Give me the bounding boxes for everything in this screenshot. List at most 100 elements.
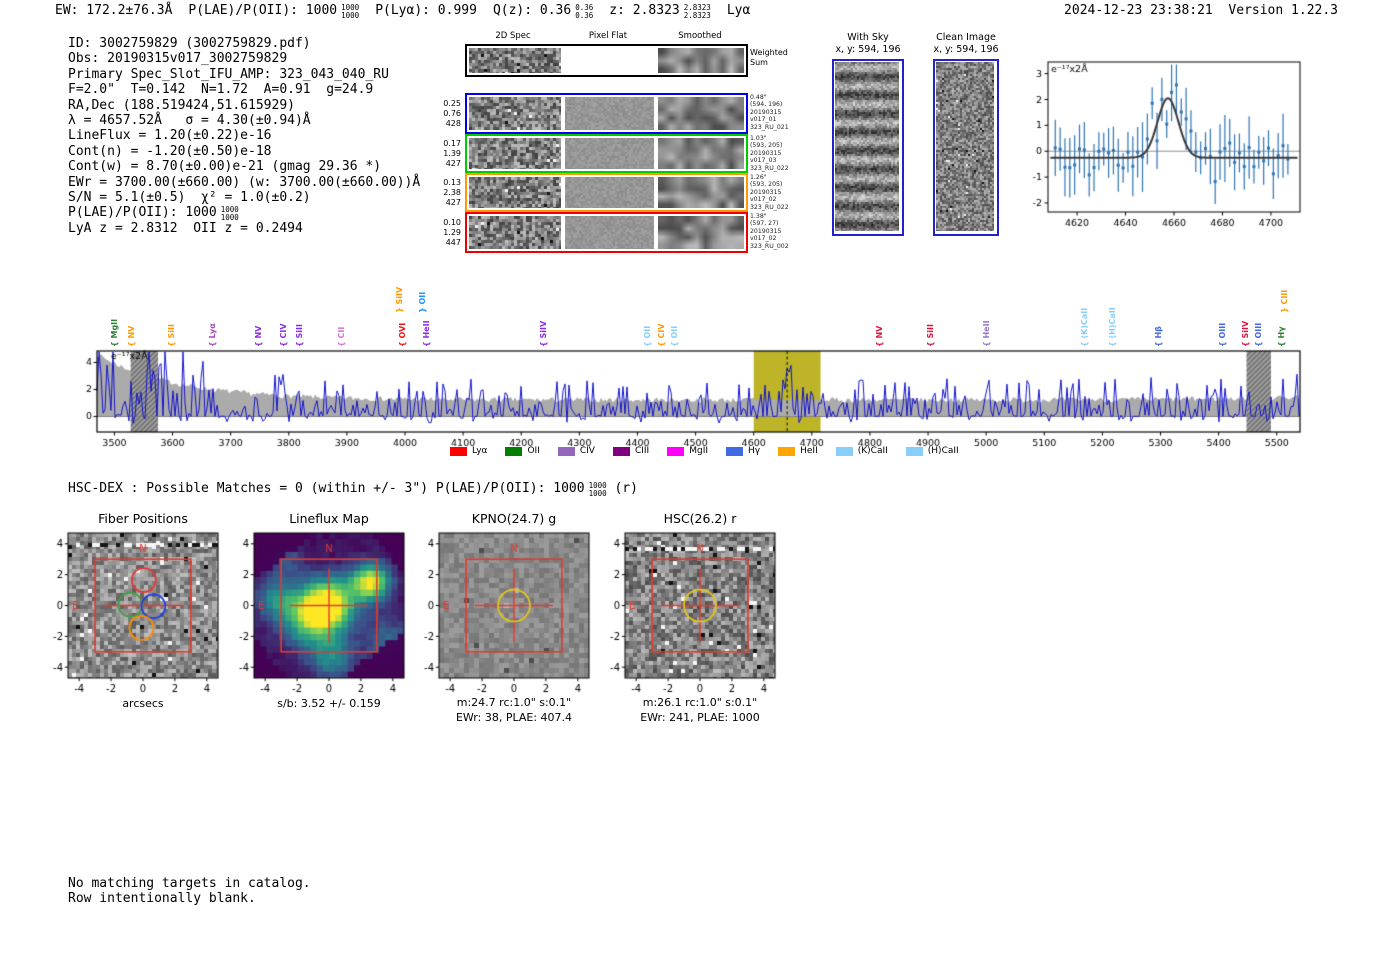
- info-line: S/N = 5.1(±0.5) χ² = 1.0(±0.2): [68, 190, 420, 205]
- text-segment: LyA z = 2.8312 OII z = 0.2494: [68, 220, 303, 236]
- fraction-value: 1000 1000: [220, 205, 239, 222]
- emission-line-marker-mgii: { MgII: [110, 318, 120, 347]
- legend-swatch: [557, 446, 575, 456]
- legend-item-ly: Lyα: [450, 446, 487, 456]
- spec2d-row-frame: [465, 134, 748, 173]
- cutout-mag-label-hsc_r_cutout: m:26.1 rc:1.0" s:0.1": [642, 696, 758, 709]
- cutout-title-lineflux_map: Lineflux Map: [289, 511, 369, 526]
- text-segment: RA,Dec (188.519424,51.615929): [68, 97, 295, 113]
- info-line: Primary Spec_Slot_IFU_AMP: 323_043_040_R…: [68, 67, 420, 82]
- spec2d-row-right-labels: 1.38" (597, 27) 20190315 v017_02 323_RU_002: [750, 213, 789, 250]
- spec2d-row-right-labels: 1.26" (593, 205) 20190315 v017_02 323_RU_022: [750, 174, 789, 211]
- catalog-match-summary: HSC-DEX : Possible Matches = 0 (within +…: [68, 481, 638, 497]
- hsc-suffix: (r): [606, 481, 638, 496]
- legend-swatch: [505, 446, 523, 456]
- spec2d-row-left-labels: 0.13 2.38 427: [443, 178, 461, 207]
- text-segment: F=2.0" T=0.142 N=1.72 A=0.91 g=24.9: [68, 82, 374, 98]
- cutout-plot-fiber_positions: [43, 525, 233, 697]
- text-segment: Q(z): 0.36: [492, 3, 572, 18]
- header-stat: P(Lyα): 0.999: [375, 3, 477, 18]
- spec2d-row-1-2dspec-image: [469, 97, 561, 130]
- spec2d-row-0-smoothed-image: [658, 48, 744, 73]
- info-line: EWr = 3700.00(±660.00) (w: 3700.00(±660.…: [68, 175, 420, 190]
- text-segment: Cont(w) = 8.70(±0.00)e-21 (gmag 29.36 *): [68, 159, 382, 175]
- spec2d-col-header: Pixel Flat: [588, 31, 628, 41]
- spec2d-row-left-labels: 0.25 0.76 428: [443, 99, 461, 128]
- info-line: P(LAE)/P(OII): 1000 1000 1000: [68, 205, 420, 222]
- legend-label: HeII: [800, 446, 818, 456]
- legend-label: (K)CaII: [857, 446, 888, 456]
- legend-swatch: [835, 446, 853, 456]
- cutout-ew-label-kpno_g_cutout: EWr: 38, PLAE: 407.4: [455, 711, 573, 724]
- spec2d-row-4-2dspec-image: [469, 216, 561, 249]
- text-segment: HSC-DEX : Possible Matches = 0 (within +…: [68, 481, 585, 496]
- legend-label: OII: [527, 446, 540, 456]
- legend-label: CIII: [634, 446, 650, 456]
- full-spectrum-plot: [75, 344, 1315, 450]
- legend-label: Lyα: [472, 446, 488, 456]
- fraction-value: 2.8323 2.8323: [683, 3, 711, 20]
- text-segment: z: 2.8323: [609, 3, 680, 18]
- cutout-title-fiber_positions: Fiber Positions: [98, 511, 188, 526]
- with-sky-coords: x, y: 594, 196: [835, 44, 901, 55]
- text-segment: Lyα: [726, 3, 751, 18]
- text-segment: Primary Spec_Slot_IFU_AMP: 323_043_040_R…: [68, 66, 389, 82]
- footer-line-1: No matching targets in catalog.: [68, 876, 311, 891]
- text-segment: λ = 4657.52Å σ = 4.30(±0.94)Å: [68, 113, 311, 129]
- fraction-value: 0.36 0.36: [575, 3, 594, 20]
- header-stats-line: EW: 172.2±76.3Å P(LAE)/P(OII): 1000 1000 10…: [55, 3, 766, 20]
- header-stat: z: 2.8323 2.8323 2.8323: [609, 3, 711, 20]
- fraction-value: 1000 1000: [341, 3, 360, 20]
- text-segment: S/N = 5.1(±0.5) χ² = 1.0(±0.2): [68, 190, 311, 206]
- clean-image-title: Clean Image: [936, 32, 996, 43]
- clean-image: [936, 62, 994, 231]
- info-line: F=2.0" T=0.142 N=1.72 A=0.91 g=24.9: [68, 82, 420, 97]
- legend-item-oii: OII: [505, 446, 540, 456]
- spec2d-row-left-labels: 0.17 1.39 427: [443, 139, 461, 168]
- text-segment: ID: 3002759829 (3002759829.pdf): [68, 36, 311, 51]
- report-timestamp: 2024-12-23 23:38:21: [1064, 3, 1213, 18]
- info-line: Cont(w) = 8.70(±0.00)e-21 (gmag 29.36 *): [68, 159, 420, 174]
- line-fit-plot: [1008, 50, 1308, 232]
- spec2d-row-1-pixelflat-image: [565, 97, 654, 130]
- cutout-xlabel-fiber_positions: arcsecs: [122, 697, 164, 710]
- header-stat: Q(z): 0.36 0.36 0.36: [492, 3, 594, 20]
- info-line: Obs: 20190315v017_3002759829: [68, 51, 420, 66]
- spec2d-row-3-smoothed-image: [658, 177, 744, 208]
- header-datetime: 2024-12-23 23:38:21 Version 1.22.3: [1000, 3, 1338, 18]
- spec2d-row-left-labels: 0.10 1.29 447: [443, 218, 461, 247]
- spec2d-row-2-smoothed-image: [658, 138, 744, 169]
- header-stat: Lyα: [727, 3, 750, 18]
- spec2d-row-frame: [465, 212, 748, 253]
- info-line: λ = 4657.52Å σ = 4.30(±0.94)Å: [68, 113, 420, 128]
- spec2d-row-right-labels: 1.03" (593, 205) 20190315 v017_03 323_RU_022: [750, 135, 789, 172]
- info-line: LineFlux = 1.20(±0.22)e-16: [68, 128, 420, 143]
- text-segment: LineFlux = 1.20(±0.22)e-16: [68, 128, 272, 144]
- spec2d-row-3-2dspec-image: [469, 177, 561, 208]
- spec2d-row-frame: [465, 44, 748, 77]
- spec2d-row-2-2dspec-image: [469, 138, 561, 169]
- spec2d-row-0-2dspec-image: [469, 48, 561, 73]
- with-sky-frame: [832, 59, 904, 236]
- clean-image-frame: [933, 59, 999, 236]
- cutout-ew-label-hsc_r_cutout: EWr: 241, PLAE: 1000: [640, 711, 760, 724]
- emission-line-marker-ciii: } CIII: [1279, 289, 1289, 313]
- legend-swatch: [667, 446, 685, 456]
- info-line: Cont(n) = -1.20(±0.50)e-18: [68, 144, 420, 159]
- emission-line-marker-kcaii: { (K)CaII: [1079, 307, 1089, 347]
- legend-swatch: [450, 446, 467, 456]
- info-line: LyA z = 2.8312 OII z = 0.2494: [68, 221, 420, 236]
- text-segment: Obs: 20190315v017_3002759829: [68, 51, 288, 67]
- spec2d-row-frame: [465, 173, 748, 212]
- text-segment: P(LAE)/P(OII): 1000: [188, 3, 338, 18]
- info-line: ID: 3002759829 (3002759829.pdf): [68, 36, 420, 51]
- legend-swatch: [778, 446, 796, 456]
- text-segment: EW: 172.2±76.3Å: [55, 3, 173, 18]
- header-stat: P(LAE)/P(OII): 1000 1000 1000: [188, 3, 360, 20]
- legend-swatch: [726, 446, 744, 456]
- cutout-xlabel-lineflux_map: s/b: 3.52 +/- 0.159: [277, 697, 381, 710]
- legend-label: (H)CaII: [927, 446, 959, 456]
- legend-item-kcaii: (K)CaII: [835, 446, 888, 456]
- spec2d-row-4-smoothed-image: [658, 216, 744, 249]
- legend-item-heii: HeII: [778, 446, 818, 456]
